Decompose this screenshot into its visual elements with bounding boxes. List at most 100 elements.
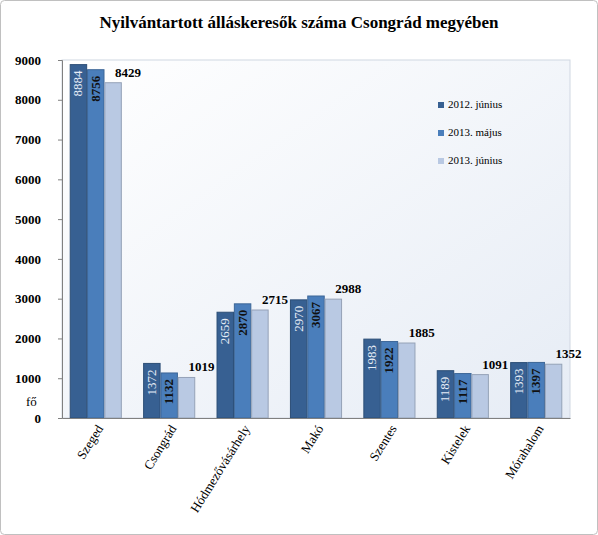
x-tick: Hódmezővásárhely — [187, 418, 253, 515]
y-tick-label: 8000 — [15, 92, 41, 107]
y-tick-mark — [58, 100, 62, 101]
data-labels: 8884137226592970198311891393875611322870… — [70, 65, 581, 405]
bar — [528, 362, 544, 418]
y-tick-mark — [58, 140, 62, 141]
y-axis-label: fő — [26, 394, 37, 409]
y-tick: 9000 — [15, 53, 62, 68]
y-tick-mark — [58, 338, 62, 339]
x-tick: Szeged — [74, 418, 107, 462]
data-label: 2715 — [262, 292, 289, 307]
x-tick-label: Szentes — [366, 422, 400, 464]
y-tick: 1000 — [15, 371, 62, 386]
data-label: 1091 — [482, 357, 508, 372]
title: Nyilvántartott álláskeresők száma Csongr… — [99, 13, 499, 32]
x-tick: Mórahalom — [502, 418, 547, 481]
bar — [545, 364, 561, 418]
bar — [105, 83, 121, 418]
data-label: 1189 — [437, 377, 452, 403]
plot-background — [62, 60, 570, 418]
y-tick-mark — [58, 299, 62, 300]
legend: 2012. június 2013. május 2013. június — [438, 98, 502, 166]
x-tick-label: Csongrád — [140, 422, 179, 473]
bar — [70, 65, 86, 418]
y-tick-label: 5000 — [15, 212, 41, 227]
bar — [437, 371, 453, 418]
x-tick-label: Mórahalom — [502, 422, 547, 481]
bar — [88, 70, 104, 418]
y-tick: 7000 — [15, 132, 62, 147]
y-tick-mark — [58, 378, 62, 379]
bar — [472, 375, 488, 418]
y-tick-label: 9000 — [15, 53, 41, 68]
bar — [178, 377, 194, 418]
data-label: 2659 — [217, 318, 232, 344]
y-axis: 0 1000 2000 3000 4000 5000 6000 7000 8000 9000 — [15, 53, 63, 426]
bar — [161, 373, 177, 418]
bar — [325, 299, 341, 418]
bars — [70, 65, 562, 418]
x-tick: Kistelek — [438, 418, 474, 467]
bar — [364, 339, 380, 418]
data-label: 3067 — [308, 302, 323, 329]
legend-label: 2012. június — [448, 98, 502, 110]
legend-item: 2013. június — [438, 154, 502, 166]
legend-label: 2013. május — [448, 126, 502, 138]
x-tick: Csongrád — [140, 418, 179, 472]
data-label: 8429 — [115, 65, 142, 80]
legend-swatch — [438, 102, 444, 108]
bar — [455, 374, 471, 418]
y-tick-mark — [58, 60, 62, 61]
x-tick: Makó — [298, 418, 327, 456]
legend-item: 2012. június — [438, 98, 502, 110]
y-tick-label: 1000 — [15, 371, 41, 386]
y-tick-label: 6000 — [15, 172, 41, 187]
data-label: 1922 — [381, 348, 396, 374]
legend-swatch — [438, 130, 444, 136]
y-tick-label: 0 — [35, 411, 42, 426]
y-tick-label: 7000 — [15, 132, 41, 147]
data-label: 1393 — [511, 369, 526, 395]
y-tick: 2000 — [15, 331, 62, 346]
x-axis-line — [63, 418, 571, 419]
bar — [399, 343, 415, 418]
x-tick: Szentes — [366, 418, 400, 464]
y-tick: 8000 — [15, 92, 62, 107]
data-label: 2970 — [291, 306, 306, 332]
data-label: 1352 — [556, 346, 582, 361]
data-label: 1983 — [364, 345, 379, 371]
plot: 0 1000 2000 3000 4000 5000 6000 7000 8000 9000 fő S… — [15, 53, 582, 515]
legend-item: 2013. május — [438, 126, 502, 138]
data-label: 1019 — [189, 359, 216, 374]
bar — [144, 363, 160, 418]
y-tick: 0 — [35, 411, 63, 426]
y-tick: 5000 — [15, 212, 62, 227]
bar — [234, 304, 250, 418]
y-tick-label: 4000 — [15, 252, 41, 267]
data-label: 2988 — [335, 281, 362, 296]
data-label: 1117 — [455, 379, 470, 404]
bar — [290, 300, 306, 418]
bar — [308, 296, 324, 418]
y-tick-mark — [58, 259, 62, 260]
bar — [511, 363, 527, 418]
legend-swatch — [438, 158, 444, 164]
x-tick-label: Kistelek — [438, 422, 474, 467]
y-tick-mark — [58, 179, 62, 180]
frame — [1, 1, 598, 535]
y-tick-label: 2000 — [15, 331, 41, 346]
x-axis: Szeged CsongrádHódmezővásárhely Makó Szente… — [63, 418, 571, 515]
bar — [252, 310, 268, 418]
chart: Nyilvántartott álláskeresők száma Csongr… — [0, 0, 598, 535]
bar — [217, 312, 233, 418]
bar — [381, 342, 397, 418]
y-tick: 6000 — [15, 172, 62, 187]
legend-label: 2013. június — [448, 154, 502, 166]
data-label: 8756 — [88, 75, 103, 102]
data-label: 1885 — [409, 325, 436, 340]
data-label: 1132 — [161, 379, 176, 404]
x-tick-label: Szeged — [74, 422, 107, 462]
data-label: 2870 — [235, 310, 250, 336]
y-tick-label: 3000 — [15, 291, 41, 306]
x-tick-label: Hódmezővásárhely — [187, 422, 253, 515]
y-tick-mark — [58, 219, 62, 220]
